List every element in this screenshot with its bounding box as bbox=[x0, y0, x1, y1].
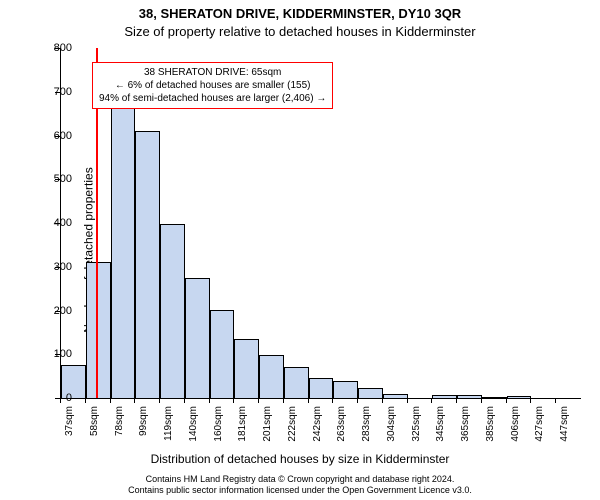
x-tick-label: 140sqm bbox=[188, 406, 199, 442]
histogram-bar bbox=[111, 103, 136, 398]
y-tick-mark bbox=[55, 311, 60, 312]
histogram-bar bbox=[234, 339, 259, 398]
histogram-bar bbox=[482, 397, 507, 398]
y-tick-mark bbox=[55, 92, 60, 93]
x-tick-mark bbox=[382, 398, 383, 403]
histogram-bar bbox=[185, 278, 210, 398]
x-tick-mark bbox=[530, 398, 531, 403]
histogram-bar bbox=[210, 310, 235, 398]
x-tick-mark bbox=[456, 398, 457, 403]
x-tick-label: 201sqm bbox=[262, 406, 273, 442]
histogram-bar bbox=[309, 378, 334, 398]
histogram-bar bbox=[284, 367, 309, 399]
histogram-bar bbox=[160, 224, 185, 398]
x-tick-label: 304sqm bbox=[386, 406, 397, 442]
y-tick-mark bbox=[55, 179, 60, 180]
x-tick-label: 99sqm bbox=[138, 406, 149, 436]
x-tick-mark bbox=[431, 398, 432, 403]
y-tick-mark bbox=[55, 136, 60, 137]
histogram-bar bbox=[259, 355, 284, 398]
histogram-bar bbox=[333, 381, 358, 398]
annotation-line: 94% of semi-detached houses are larger (… bbox=[99, 92, 326, 105]
x-tick-mark bbox=[184, 398, 185, 403]
histogram-bar bbox=[457, 395, 482, 398]
histogram-bar bbox=[61, 365, 86, 398]
histogram-bar bbox=[432, 395, 457, 399]
x-tick-mark bbox=[555, 398, 556, 403]
chart-title-sub: Size of property relative to detached ho… bbox=[0, 24, 600, 39]
x-tick-mark bbox=[283, 398, 284, 403]
y-tick-mark bbox=[55, 223, 60, 224]
annotation-box: 38 SHERATON DRIVE: 65sqm← 6% of detached… bbox=[92, 62, 333, 109]
x-tick-label: 78sqm bbox=[114, 406, 125, 436]
x-tick-label: 242sqm bbox=[312, 406, 323, 442]
x-tick-label: 447sqm bbox=[559, 406, 570, 442]
y-tick-mark bbox=[55, 267, 60, 268]
x-tick-mark bbox=[357, 398, 358, 403]
chart-container: 38, SHERATON DRIVE, KIDDERMINSTER, DY10 … bbox=[0, 0, 600, 500]
x-tick-label: 283sqm bbox=[361, 406, 372, 442]
x-tick-mark bbox=[308, 398, 309, 403]
attribution-line-1: Contains HM Land Registry data © Crown c… bbox=[0, 474, 600, 485]
annotation-line: ← 6% of detached houses are smaller (155… bbox=[99, 79, 326, 92]
x-tick-label: 37sqm bbox=[64, 406, 75, 436]
histogram-bar bbox=[383, 394, 408, 398]
x-tick-label: 222sqm bbox=[287, 406, 298, 442]
x-tick-mark bbox=[407, 398, 408, 403]
x-tick-mark bbox=[60, 398, 61, 403]
x-tick-mark bbox=[332, 398, 333, 403]
y-tick-label: 0 bbox=[66, 392, 72, 404]
x-tick-label: 263sqm bbox=[336, 406, 347, 442]
y-tick-mark bbox=[55, 48, 60, 49]
x-tick-mark bbox=[233, 398, 234, 403]
x-tick-mark bbox=[209, 398, 210, 403]
histogram-bar bbox=[135, 131, 160, 398]
attribution-line-2: Contains public sector information licen… bbox=[0, 485, 600, 496]
x-tick-label: 385sqm bbox=[485, 406, 496, 442]
x-tick-mark bbox=[110, 398, 111, 403]
x-tick-label: 365sqm bbox=[460, 406, 471, 442]
attribution: Contains HM Land Registry data © Crown c… bbox=[0, 474, 600, 496]
x-tick-label: 345sqm bbox=[435, 406, 446, 442]
x-axis-label: Distribution of detached houses by size … bbox=[0, 452, 600, 466]
x-tick-label: 58sqm bbox=[89, 406, 100, 436]
x-tick-label: 119sqm bbox=[163, 406, 174, 441]
x-tick-label: 181sqm bbox=[237, 406, 248, 442]
annotation-line: 38 SHERATON DRIVE: 65sqm bbox=[99, 66, 326, 79]
y-tick-mark bbox=[55, 354, 60, 355]
x-tick-mark bbox=[159, 398, 160, 403]
histogram-bar bbox=[507, 396, 532, 398]
x-tick-label: 325sqm bbox=[411, 406, 422, 442]
x-tick-mark bbox=[258, 398, 259, 403]
x-tick-mark bbox=[85, 398, 86, 403]
x-tick-label: 160sqm bbox=[213, 406, 224, 442]
x-tick-mark bbox=[134, 398, 135, 403]
x-tick-label: 406sqm bbox=[510, 406, 521, 442]
chart-title-main: 38, SHERATON DRIVE, KIDDERMINSTER, DY10 … bbox=[0, 6, 600, 21]
histogram-bar bbox=[358, 388, 383, 398]
x-tick-mark bbox=[481, 398, 482, 403]
x-tick-label: 427sqm bbox=[534, 406, 545, 442]
x-tick-mark bbox=[506, 398, 507, 403]
